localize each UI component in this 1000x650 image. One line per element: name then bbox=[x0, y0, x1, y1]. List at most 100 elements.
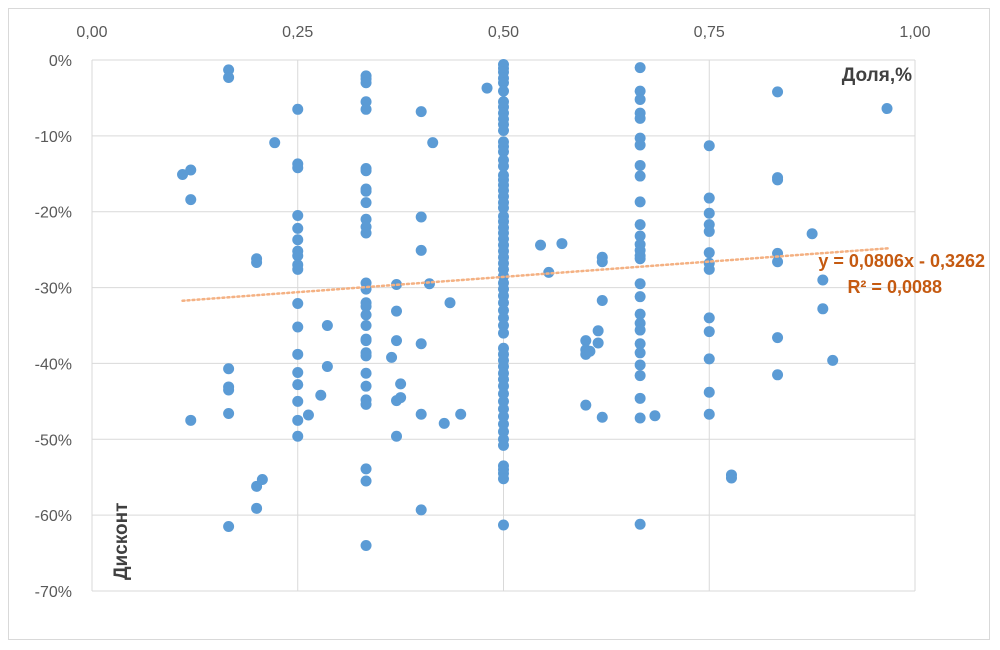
data-point bbox=[292, 367, 304, 379]
data-point bbox=[185, 414, 197, 426]
data-point bbox=[360, 335, 372, 347]
data-point bbox=[634, 139, 646, 151]
data-point bbox=[292, 430, 304, 442]
data-point bbox=[634, 85, 646, 97]
data-point bbox=[360, 165, 372, 177]
y-axis-title: Дисконт bbox=[111, 503, 132, 580]
data-point bbox=[360, 103, 372, 115]
data-point bbox=[302, 409, 314, 421]
data-point bbox=[360, 77, 372, 89]
data-point bbox=[223, 64, 235, 76]
data-point bbox=[251, 257, 263, 269]
data-point bbox=[498, 395, 509, 407]
data-point bbox=[223, 384, 235, 396]
data-point bbox=[703, 263, 715, 275]
data-point bbox=[360, 367, 372, 379]
data-point bbox=[703, 192, 715, 204]
data-point bbox=[360, 309, 372, 321]
data-point bbox=[223, 407, 235, 419]
x-axis-tick-labels: 0,00 0,25 0,50 0,75 1,00 bbox=[76, 24, 930, 41]
data-point bbox=[556, 238, 568, 250]
data-point bbox=[292, 321, 304, 333]
data-point bbox=[498, 519, 509, 531]
data-point bbox=[634, 62, 646, 74]
y-tick-label: 0% bbox=[49, 53, 72, 70]
data-point bbox=[634, 347, 646, 359]
data-point bbox=[498, 125, 509, 137]
trendline bbox=[181, 246, 892, 302]
data-point bbox=[634, 518, 646, 530]
data-point bbox=[269, 137, 281, 149]
data-point bbox=[415, 211, 427, 223]
y-tick-label: -20% bbox=[35, 205, 72, 222]
data-point bbox=[498, 380, 509, 392]
data-point bbox=[360, 197, 372, 209]
data-point bbox=[772, 369, 784, 381]
data-point bbox=[725, 472, 737, 484]
data-point bbox=[498, 312, 509, 324]
data-point bbox=[806, 228, 818, 240]
data-point bbox=[498, 426, 509, 438]
data-point bbox=[256, 473, 268, 485]
data-point bbox=[292, 250, 304, 262]
y-axis-tick-labels: 0% -10% -20% -30% -40% -50% -60% -70% bbox=[35, 53, 72, 601]
data-point bbox=[292, 162, 304, 174]
data-point bbox=[498, 418, 509, 430]
data-point bbox=[391, 430, 403, 442]
trendline-equation: y = 0,0806x - 0,3262 bbox=[818, 251, 985, 271]
data-point bbox=[703, 207, 715, 219]
data-point bbox=[185, 194, 197, 206]
data-point bbox=[423, 278, 435, 290]
data-point bbox=[498, 327, 509, 339]
data-point bbox=[360, 283, 372, 295]
data-points bbox=[177, 59, 893, 551]
data-point bbox=[634, 291, 646, 303]
data-point bbox=[455, 408, 467, 420]
data-point bbox=[535, 239, 547, 251]
data-point bbox=[596, 411, 608, 423]
data-point bbox=[634, 308, 646, 320]
data-point bbox=[817, 274, 829, 286]
data-point bbox=[703, 225, 715, 237]
data-point bbox=[827, 354, 839, 366]
data-point bbox=[703, 386, 715, 398]
data-point bbox=[360, 301, 372, 313]
data-point bbox=[772, 86, 784, 98]
data-point bbox=[498, 77, 509, 89]
data-point bbox=[251, 502, 263, 514]
data-point bbox=[360, 475, 372, 487]
data-point bbox=[634, 392, 646, 404]
data-point bbox=[498, 297, 509, 309]
data-point bbox=[292, 263, 304, 275]
data-point bbox=[315, 389, 327, 401]
data-point bbox=[498, 85, 509, 97]
data-point bbox=[634, 112, 646, 124]
x-tick-label: 0,50 bbox=[488, 24, 519, 41]
data-point bbox=[498, 202, 509, 214]
data-point bbox=[634, 93, 646, 105]
data-point bbox=[498, 411, 509, 423]
data-point bbox=[415, 504, 427, 516]
data-point bbox=[391, 335, 403, 347]
data-point bbox=[391, 305, 403, 317]
data-point bbox=[634, 412, 646, 424]
data-point bbox=[703, 140, 715, 152]
data-point bbox=[498, 160, 509, 172]
data-point bbox=[292, 210, 304, 222]
x-tick-label: 1,00 bbox=[899, 24, 930, 41]
data-point bbox=[223, 521, 235, 533]
data-point bbox=[360, 213, 372, 225]
data-point bbox=[634, 324, 646, 336]
data-point bbox=[395, 392, 407, 404]
data-point bbox=[592, 325, 604, 337]
data-point bbox=[772, 174, 784, 186]
data-point bbox=[634, 170, 646, 182]
data-point bbox=[703, 326, 715, 338]
data-point bbox=[634, 338, 646, 350]
data-point bbox=[584, 345, 596, 357]
data-point bbox=[223, 71, 235, 83]
data-point bbox=[580, 335, 592, 347]
data-point bbox=[634, 278, 646, 290]
data-point bbox=[427, 137, 439, 149]
